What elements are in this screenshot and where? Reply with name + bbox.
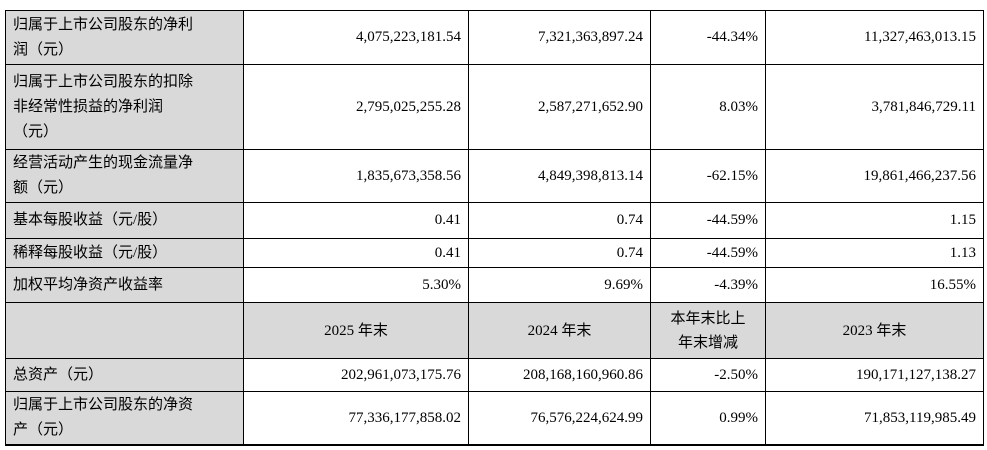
cell-value: 9.69% [468, 267, 651, 303]
row-label: 总资产（元） [5, 358, 244, 392]
cell-value: 0.41 [243, 238, 469, 268]
cell-value: 0.41 [243, 202, 469, 239]
cell-value: 208,168,160,960.86 [468, 358, 651, 392]
cell-value: 5.30% [243, 267, 469, 303]
cell-value: 2,795,025,255.28 [243, 64, 469, 150]
header-blank-cell [5, 302, 244, 359]
cell-value: 1.13 [765, 238, 984, 268]
header-2024: 2024 年末 [468, 302, 651, 359]
cell-change: 0.99% [650, 391, 766, 446]
cell-value: 1,835,673,358.56 [243, 149, 469, 203]
cell-value: 202,961,073,175.76 [243, 358, 469, 392]
row-label: 基本每股收益（元/股） [5, 202, 244, 239]
row-label: 加权平均净资产收益率 [5, 267, 244, 303]
cell-value: 4,075,223,181.54 [243, 10, 469, 65]
table-row: 归属于上市公司股东的扣除 非经常性损益的净利润 （元） 2,795,025,25… [5, 64, 984, 150]
cell-value: 0.74 [468, 202, 651, 239]
table-row: 总资产（元） 202,961,073,175.76 208,168,160,96… [5, 358, 984, 392]
row-label: 归属于上市公司股东的净利 润（元） [5, 10, 244, 65]
table-row: 基本每股收益（元/股） 0.41 0.74 -44.59% 1.15 [5, 202, 984, 239]
cell-value: 0.74 [468, 238, 651, 268]
header-change: 本年末比上 年末增减 [650, 302, 766, 359]
row-label: 稀释每股收益（元/股） [5, 238, 244, 268]
period-header-row: 2025 年末 2024 年末 本年末比上 年末增减 2023 年末 [5, 302, 984, 359]
table-row: 经营活动产生的现金流量净 额（元） 1,835,673,358.56 4,849… [5, 149, 984, 203]
cell-value: 3,781,846,729.11 [765, 64, 984, 150]
cell-value: 19,861,466,237.56 [765, 149, 984, 203]
cell-value: 11,327,463,013.15 [765, 10, 984, 65]
header-2023: 2023 年末 [765, 302, 984, 359]
row-label: 经营活动产生的现金流量净 额（元） [5, 149, 244, 203]
table-row: 归属于上市公司股东的净利 润（元） 4,075,223,181.54 7,321… [5, 10, 984, 65]
cell-value: 16.55% [765, 267, 984, 303]
cell-value: 2,587,271,652.90 [468, 64, 651, 150]
cell-value: 71,853,119,985.49 [765, 391, 984, 446]
cell-change: -4.39% [650, 267, 766, 303]
cell-change: -2.50% [650, 358, 766, 392]
header-2025: 2025 年末 [243, 302, 469, 359]
row-label: 归属于上市公司股东的扣除 非经常性损益的净利润 （元） [5, 64, 244, 150]
cell-value: 4,849,398,813.14 [468, 149, 651, 203]
cell-change: -44.59% [650, 238, 766, 268]
cell-value: 76,576,224,624.99 [468, 391, 651, 446]
cell-change: 8.03% [650, 64, 766, 150]
table-row: 稀释每股收益（元/股） 0.41 0.74 -44.59% 1.13 [5, 238, 984, 268]
cell-change: -44.34% [650, 10, 766, 65]
financial-summary-table: 归属于上市公司股东的净利 润（元） 4,075,223,181.54 7,321… [5, 10, 984, 446]
row-label: 归属于上市公司股东的净资 产（元） [5, 391, 244, 446]
table-row: 归属于上市公司股东的净资 产（元） 77,336,177,858.02 76,5… [5, 391, 984, 446]
table-row: 加权平均净资产收益率 5.30% 9.69% -4.39% 16.55% [5, 267, 984, 303]
cell-change: -44.59% [650, 202, 766, 239]
cell-change: -62.15% [650, 149, 766, 203]
cell-value: 77,336,177,858.02 [243, 391, 469, 446]
cell-value: 7,321,363,897.24 [468, 10, 651, 65]
cell-value: 190,171,127,138.27 [765, 358, 984, 392]
cell-value: 1.15 [765, 202, 984, 239]
key-figures-table: 归属于上市公司股东的净利 润（元） 4,075,223,181.54 7,321… [5, 10, 984, 446]
